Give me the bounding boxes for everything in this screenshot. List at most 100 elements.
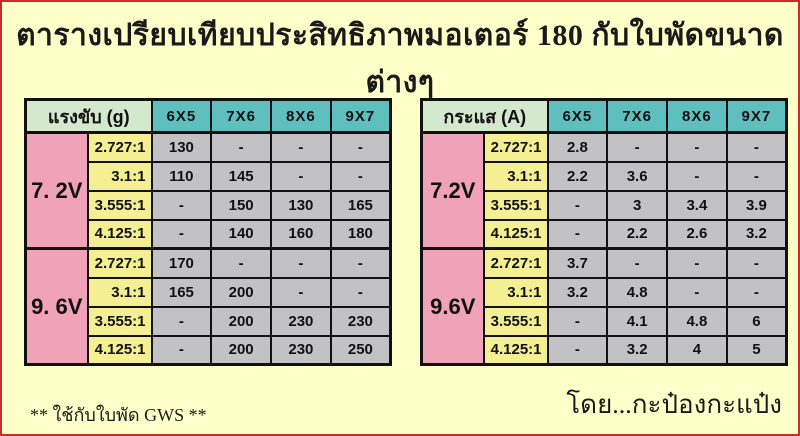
thrust-value-cell: 110 xyxy=(150,160,213,192)
thrust-value-cell: - xyxy=(270,131,332,163)
current-value-cell: 3.9 xyxy=(725,189,788,221)
thrust-value-cell: 140 xyxy=(210,218,272,250)
current-value-cell: - xyxy=(666,131,728,163)
current-prop-header-7x6: 7X6 xyxy=(606,98,668,134)
current-value-cell: 4 xyxy=(666,334,728,366)
current-value-cell: - xyxy=(666,160,728,192)
thrust-value-cell: - xyxy=(210,131,272,163)
thrust-value-cell: 170 xyxy=(150,247,213,279)
current-corner-header: กระแส (A) xyxy=(420,98,549,134)
thrust-value-cell: - xyxy=(270,276,332,308)
thrust-value-cell: - xyxy=(150,218,213,250)
current-value-cell: 4.8 xyxy=(666,305,728,337)
thrust-value-cell: 145 xyxy=(210,160,272,192)
thrust-value-cell: - xyxy=(329,247,392,279)
gear-ratio-cell: 2.727:1 xyxy=(86,247,153,279)
current-value-cell: 3.2 xyxy=(606,334,668,366)
gear-ratio-cell: 3.1:1 xyxy=(86,276,153,308)
gear-ratio-cell: 4.125:1 xyxy=(86,334,153,366)
thrust-value-cell: 165 xyxy=(150,276,213,308)
voltage-cell: 9. 6V xyxy=(24,247,89,366)
current-value-cell: - xyxy=(546,334,609,366)
thrust-value-cell: 200 xyxy=(210,276,272,308)
current-value-cell: 3.2 xyxy=(546,276,609,308)
current-value-cell: - xyxy=(725,276,788,308)
thrust-corner-header: แรงขับ (g) xyxy=(24,98,153,134)
current-table: กระแส (A) 6X5 7X6 8X6 9X7 7.2V 2.727:1 2… xyxy=(420,98,788,366)
current-value-cell: 3 xyxy=(606,189,668,221)
current-value-cell: - xyxy=(606,247,668,279)
thrust-prop-header-9x7: 9X7 xyxy=(329,98,392,134)
thrust-value-cell: 130 xyxy=(270,189,332,221)
thrust-value-cell: 230 xyxy=(270,334,332,366)
gws-propeller-note: ** ใช้กับใบพัด GWS ** xyxy=(30,405,207,425)
current-value-cell: - xyxy=(546,218,609,250)
voltage-cell: 7. 2V xyxy=(24,131,89,250)
current-prop-header-8x6: 8X6 xyxy=(666,98,728,134)
thrust-value-cell: 165 xyxy=(329,189,392,221)
current-value-cell: 2.6 xyxy=(666,218,728,250)
thrust-value-cell: - xyxy=(150,334,213,366)
current-value-cell: 3.7 xyxy=(546,247,609,279)
current-value-cell: 4.1 xyxy=(606,305,668,337)
current-value-cell: - xyxy=(725,247,788,279)
voltage-cell: 9.6V xyxy=(420,247,485,366)
author-credit: โดย...กะป๋องกะแป๋ง xyxy=(566,390,782,419)
thrust-value-cell: - xyxy=(329,160,392,192)
gear-ratio-cell: 2.727:1 xyxy=(86,131,153,163)
gear-ratio-cell: 4.125:1 xyxy=(482,334,549,366)
current-value-cell: 3.2 xyxy=(725,218,788,250)
gear-ratio-cell: 4.125:1 xyxy=(86,218,153,250)
current-value-cell: - xyxy=(546,305,609,337)
current-value-cell: 2.8 xyxy=(546,131,609,163)
thrust-value-cell: 180 xyxy=(329,218,392,250)
current-value-cell: 2.2 xyxy=(606,218,668,250)
gear-ratio-cell: 3.555:1 xyxy=(482,305,549,337)
current-value-cell: - xyxy=(725,131,788,163)
gear-ratio-cell: 3.555:1 xyxy=(86,189,153,221)
current-value-cell: 4.8 xyxy=(606,276,668,308)
gear-ratio-cell: 3.1:1 xyxy=(482,160,549,192)
current-value-cell: - xyxy=(546,189,609,221)
thrust-value-cell: - xyxy=(210,247,272,279)
thrust-value-cell: 200 xyxy=(210,334,272,366)
thrust-value-cell: 130 xyxy=(150,131,213,163)
thrust-value-cell: - xyxy=(150,189,213,221)
current-prop-header-9x7: 9X7 xyxy=(725,98,788,134)
gear-ratio-cell: 3.1:1 xyxy=(482,276,549,308)
gear-ratio-cell: 4.125:1 xyxy=(482,218,549,250)
current-value-cell: - xyxy=(666,276,728,308)
current-value-cell: 6 xyxy=(725,305,788,337)
voltage-cell: 7.2V xyxy=(420,131,485,250)
gear-ratio-cell: 3.1:1 xyxy=(86,160,153,192)
thrust-value-cell: - xyxy=(270,160,332,192)
thrust-table: แรงขับ (g) 6X5 7X6 8X6 9X7 7. 2V 2.727:1… xyxy=(24,98,392,366)
page-title: ตารางเปรียบเทียบประสิทธิภาพมอเตอร์ 180 ก… xyxy=(16,19,784,99)
thrust-value-cell: - xyxy=(329,276,392,308)
gear-ratio-cell: 3.555:1 xyxy=(86,305,153,337)
current-value-cell: 3.4 xyxy=(666,189,728,221)
thrust-value-cell: 230 xyxy=(270,305,332,337)
thrust-prop-header-8x6: 8X6 xyxy=(270,98,332,134)
current-value-cell: 3.6 xyxy=(606,160,668,192)
gear-ratio-cell: 2.727:1 xyxy=(482,131,549,163)
thrust-value-cell: 200 xyxy=(210,305,272,337)
current-value-cell: - xyxy=(725,160,788,192)
thrust-prop-header-7x6: 7X6 xyxy=(210,98,272,134)
current-value-cell: 5 xyxy=(725,334,788,366)
current-value-cell: 2.2 xyxy=(546,160,609,192)
thrust-prop-header-6x5: 6X5 xyxy=(150,98,213,134)
gear-ratio-cell: 3.555:1 xyxy=(482,189,549,221)
thrust-value-cell: 250 xyxy=(329,334,392,366)
thrust-value-cell: - xyxy=(329,131,392,163)
current-value-cell: - xyxy=(666,247,728,279)
thrust-value-cell: - xyxy=(150,305,213,337)
current-value-cell: - xyxy=(606,131,668,163)
thrust-value-cell: 230 xyxy=(329,305,392,337)
gear-ratio-cell: 2.727:1 xyxy=(482,247,549,279)
thrust-value-cell: - xyxy=(270,247,332,279)
thrust-value-cell: 150 xyxy=(210,189,272,221)
current-prop-header-6x5: 6X5 xyxy=(546,98,609,134)
thrust-value-cell: 160 xyxy=(270,218,332,250)
